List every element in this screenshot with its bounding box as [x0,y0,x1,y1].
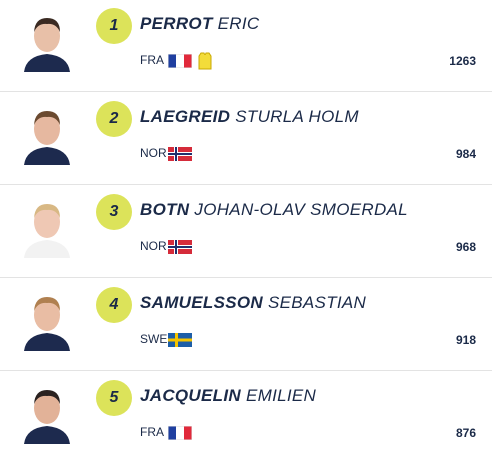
rank-badge: 2 [96,101,132,137]
flag [168,333,192,347]
rider-name: BOTN JOHAN-OLAV SMOERDAL [140,200,408,220]
rider-name: LAEGREID STURLA HOLM [140,107,359,127]
ranking-row: 4 SAMUELSSON SEBASTIAN SWE 918 [0,279,492,370]
country-code: NOR [140,146,167,160]
avatar [24,204,70,258]
rider-photo [20,382,74,449]
country-flag [168,333,192,352]
ranking-list: 1 PERROT ERIC FRA 1263 2 LAEGREID STURLA HOL… [0,0,492,444]
country-flag [168,147,192,166]
rider-photo [20,10,74,77]
first-name: ERIC [217,14,260,33]
separator [0,370,492,371]
rider-name: JACQUELIN EMILIEN [140,386,316,406]
flag [168,147,192,161]
rider-photo [20,196,74,263]
country-code: FRA [140,53,164,67]
country-flag [167,53,193,73]
flag [168,240,192,254]
points: 968 [455,240,476,254]
points: 918 [455,333,476,347]
jersey-icon [198,52,212,70]
points: 876 [455,426,476,440]
rank-badge: 3 [96,194,132,230]
rider-photo [20,103,74,170]
points: 1263 [449,54,476,68]
rider-name: PERROT ERIC [140,14,260,34]
ranking-row: 3 BOTN JOHAN-OLAV SMOERDAL NOR 968 [0,186,492,277]
points: 984 [455,147,476,161]
last-name: BOTN [140,200,190,219]
rank-badge: 1 [96,8,132,44]
country-flag [168,240,192,259]
rider-photo [20,289,74,356]
last-name: SAMUELSSON [140,293,263,312]
first-name: JOHAN-OLAV SMOERDAL [194,200,408,219]
country-flag [167,425,193,445]
flag [167,53,193,69]
country-code: NOR [140,239,167,253]
ranking-row: 2 LAEGREID STURLA HOLM NOR 984 [0,93,492,184]
avatar [24,390,70,444]
last-name: JACQUELIN [140,386,241,405]
first-name: STURLA HOLM [235,107,359,126]
flag [167,425,193,441]
ranking-row: 1 PERROT ERIC FRA 1263 [0,0,492,91]
separator [0,277,492,278]
first-name: EMILIEN [245,386,317,405]
country-code: SWE [140,332,168,346]
avatar [24,297,70,351]
last-name: PERROT [140,14,213,33]
last-name: LAEGREID [140,107,231,126]
country-code: FRA [140,425,164,439]
avatar [24,111,70,165]
ranking-row: 5 JACQUELIN EMILIEN FRA 876 [0,372,492,463]
separator [0,91,492,92]
avatar [24,18,70,72]
rank-badge: 5 [96,380,132,416]
first-name: SEBASTIAN [268,293,367,312]
rider-name: SAMUELSSON SEBASTIAN [140,293,366,313]
yellow-jersey [196,52,214,75]
rank-badge: 4 [96,287,132,323]
separator [0,184,492,185]
